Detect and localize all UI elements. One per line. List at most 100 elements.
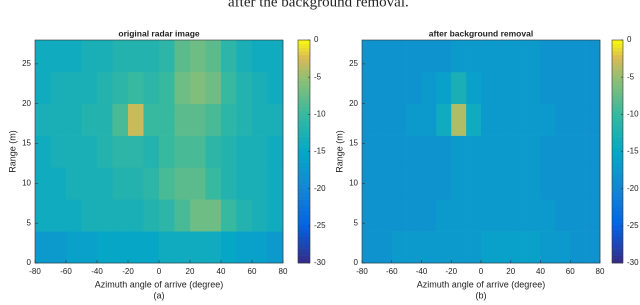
heat-cell (190, 231, 206, 264)
heat-cell (236, 199, 253, 232)
colorbar-step (298, 248, 310, 253)
heat-cell (466, 231, 482, 264)
heat-cell (97, 103, 113, 136)
heat-cell (66, 40, 82, 73)
colorbar-step (298, 218, 310, 223)
colorbar-step (298, 173, 310, 178)
colorbar-tick-label: -15 (627, 147, 639, 156)
y-tick-label: 25 (22, 59, 31, 68)
heat-cell (362, 71, 378, 105)
heat-cell (190, 135, 206, 168)
colorbar-step (612, 73, 623, 78)
heat-cell (540, 199, 556, 232)
colorbar-step (298, 184, 310, 189)
colorbar-step (298, 114, 310, 119)
colorbar-step (298, 110, 310, 115)
colorbar-step (612, 155, 623, 160)
colorbar-step (612, 236, 623, 241)
colorbar-step (612, 225, 623, 230)
heat-cell (481, 199, 497, 232)
heat-cell (159, 167, 175, 200)
colorbar-step (298, 203, 310, 208)
heat-cell (391, 71, 407, 105)
heat-cell (35, 40, 51, 73)
colorbar-step (612, 240, 623, 245)
heat-cell (159, 103, 175, 136)
colorbar-step (612, 173, 623, 178)
heat-cell (267, 103, 284, 136)
colorbar-step (612, 170, 623, 175)
colorbar-step (612, 144, 623, 149)
colorbar-step (612, 62, 623, 67)
heat-cell (570, 231, 586, 264)
heat-cell (436, 167, 452, 200)
colorbar-step (612, 92, 623, 97)
heat-cell (481, 40, 497, 73)
heat-cell (510, 103, 526, 136)
heat-cell (112, 167, 129, 200)
heat-cell (174, 231, 191, 264)
heat-cell (143, 167, 160, 200)
y-tick-label: 0 (27, 258, 32, 267)
heat-cell (128, 71, 144, 105)
heat-cell (481, 103, 497, 136)
colorbar-step (612, 248, 623, 253)
heat-cell (267, 199, 284, 232)
colorbar-step (298, 106, 310, 111)
heat-cell (81, 231, 98, 264)
heat-cell (406, 103, 422, 136)
colorbar-step (298, 99, 310, 104)
colorbar-step (298, 233, 310, 238)
y-tick-label: 10 (22, 178, 31, 187)
colorbar-tick-label: -25 (627, 221, 639, 230)
heat-cell (510, 135, 526, 168)
heat-cell (66, 199, 82, 232)
chart-title: after background removal (429, 28, 533, 38)
colorbar-step (298, 177, 310, 182)
heat-cell (81, 167, 98, 200)
heat-cell (406, 71, 422, 105)
colorbar-step (298, 47, 310, 52)
heat-cell (540, 167, 556, 200)
heat-cell (495, 231, 512, 264)
heat-cell (205, 199, 222, 232)
x-tick-label: -60 (60, 267, 72, 276)
heat-cell (555, 199, 571, 232)
heat-cell (50, 103, 67, 136)
colorbar-step (298, 144, 310, 149)
heat-cell (205, 103, 222, 136)
x-tick-label: 20 (506, 267, 515, 276)
colorbar-step (298, 255, 310, 260)
colorbar-step (612, 158, 623, 163)
heat-cell (495, 40, 512, 73)
heat-cell (585, 103, 601, 136)
colorbar-tick-label: 0 (314, 35, 319, 44)
y-tick-label: 5 (354, 218, 359, 227)
heat-cell (481, 167, 497, 200)
heat-cell (159, 135, 175, 168)
heat-cell (466, 135, 482, 168)
heat-cell (128, 40, 144, 73)
heat-cell (97, 231, 113, 264)
colorbar-step (612, 66, 623, 71)
colorbar-step (298, 140, 310, 145)
y-tick-label: 20 (349, 99, 358, 108)
colorbar-step (612, 88, 623, 93)
heat-cell (421, 40, 437, 73)
colorbar-step (298, 166, 310, 171)
heat-cell (421, 71, 437, 105)
colorbar-step (612, 207, 623, 212)
heat-cell (66, 231, 82, 264)
colorbar-step (612, 121, 623, 126)
colorbar-step (298, 62, 310, 67)
heat-cell (236, 167, 253, 200)
colorbar-step (612, 188, 623, 193)
heat-cell (362, 231, 378, 264)
heat-cell (466, 199, 482, 232)
colorbar-step (298, 151, 310, 156)
x-tick-label: 0 (479, 267, 484, 276)
heat-cell (555, 167, 571, 200)
heat-cell (391, 231, 407, 264)
heat-cell (525, 199, 541, 232)
heat-cell (143, 40, 160, 73)
